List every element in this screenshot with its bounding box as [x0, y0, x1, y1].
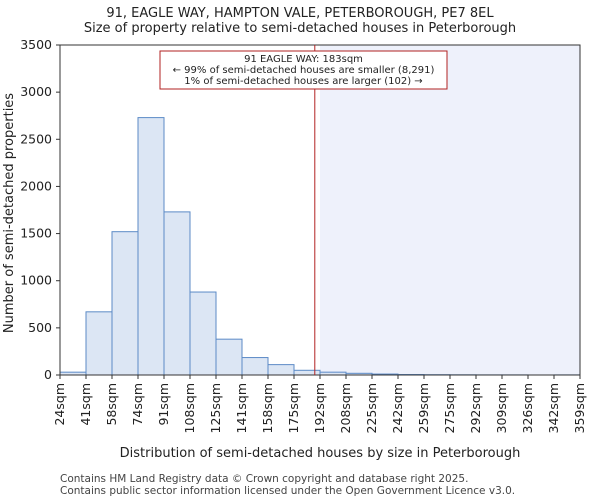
- x-tick-label: 259sqm: [416, 383, 431, 433]
- y-ticks: 0 500 1000 1500 2000 2500 3000 3500: [20, 37, 60, 382]
- x-tick-label: 141sqm: [234, 383, 249, 433]
- plot-frame: [59, 44, 581, 376]
- x-tick-label: 275sqm: [442, 383, 457, 433]
- y-tick-label: 2500: [20, 131, 52, 146]
- x-tick-label: 108sqm: [182, 383, 197, 433]
- x-tick-label: 24sqm: [52, 383, 67, 426]
- chart-subtitle: Size of property relative to semi-detach…: [84, 21, 516, 36]
- bar: [85, 311, 113, 376]
- x-tick-label: 242sqm: [390, 383, 405, 433]
- x-tick-label: 74sqm: [130, 383, 145, 426]
- x-tick-label: 292sqm: [468, 383, 483, 433]
- x-tick-label: 309sqm: [494, 383, 509, 433]
- y-tick-label: 2000: [20, 178, 52, 193]
- x-tick-label: 158sqm: [260, 383, 275, 433]
- bar: [137, 117, 165, 376]
- x-tick-label: 58sqm: [104, 383, 119, 426]
- x-tick-label: 91sqm: [156, 383, 171, 426]
- y-tick-label: 1000: [20, 273, 52, 288]
- y-tick-label: 3000: [20, 84, 52, 99]
- highlight-region: [320, 45, 580, 375]
- bars-group: [59, 117, 581, 376]
- bar: [215, 338, 243, 376]
- y-tick-label: 3500: [20, 37, 52, 52]
- bar: [267, 364, 295, 376]
- bar: [293, 369, 321, 376]
- annotation-line-3: 1% of semi-detached houses are larger (1…: [184, 76, 422, 87]
- annotation-box: 91 EAGLE WAY: 183sqm ← 99% of semi-detac…: [159, 50, 448, 90]
- y-tick-label: 1500: [20, 226, 52, 241]
- annotation-rect: [159, 50, 448, 90]
- bar: [163, 211, 191, 376]
- annotation-line-2: ← 99% of semi-detached houses are smalle…: [173, 65, 435, 76]
- x-tick-label: 192sqm: [312, 383, 327, 433]
- x-tick-label: 359sqm: [572, 383, 587, 433]
- bar: [189, 291, 217, 376]
- x-tick-label: 208sqm: [338, 383, 353, 433]
- annotation-line-1: 91 EAGLE WAY: 183sqm: [244, 54, 363, 65]
- x-tick-label: 326sqm: [520, 383, 535, 433]
- chart-title: 91, EAGLE WAY, HAMPTON VALE, PETERBOROUG…: [106, 6, 494, 21]
- y-tick-label: 0: [44, 367, 52, 382]
- footer-line-1: Contains HM Land Registry data © Crown c…: [60, 473, 468, 485]
- x-tick-label: 342sqm: [546, 383, 561, 433]
- bar: [111, 231, 139, 376]
- y-tick-label: 500: [28, 320, 52, 335]
- x-tick-label: 41sqm: [78, 383, 93, 426]
- footer-line-2: Contains public sector information licen…: [60, 485, 515, 497]
- x-tick-label: 225sqm: [364, 383, 379, 433]
- bar: [241, 357, 269, 376]
- x-axis-label: Distribution of semi-detached houses by …: [120, 446, 521, 461]
- x-tick-label: 125sqm: [208, 383, 223, 433]
- x-tick-label: 175sqm: [286, 383, 301, 433]
- y-axis-label: Number of semi-detached properties: [2, 93, 17, 333]
- x-ticks: 24sqm 41sqm 58sqm 74sqm 91sqm 108sqm 125sqm 141…: [52, 375, 587, 433]
